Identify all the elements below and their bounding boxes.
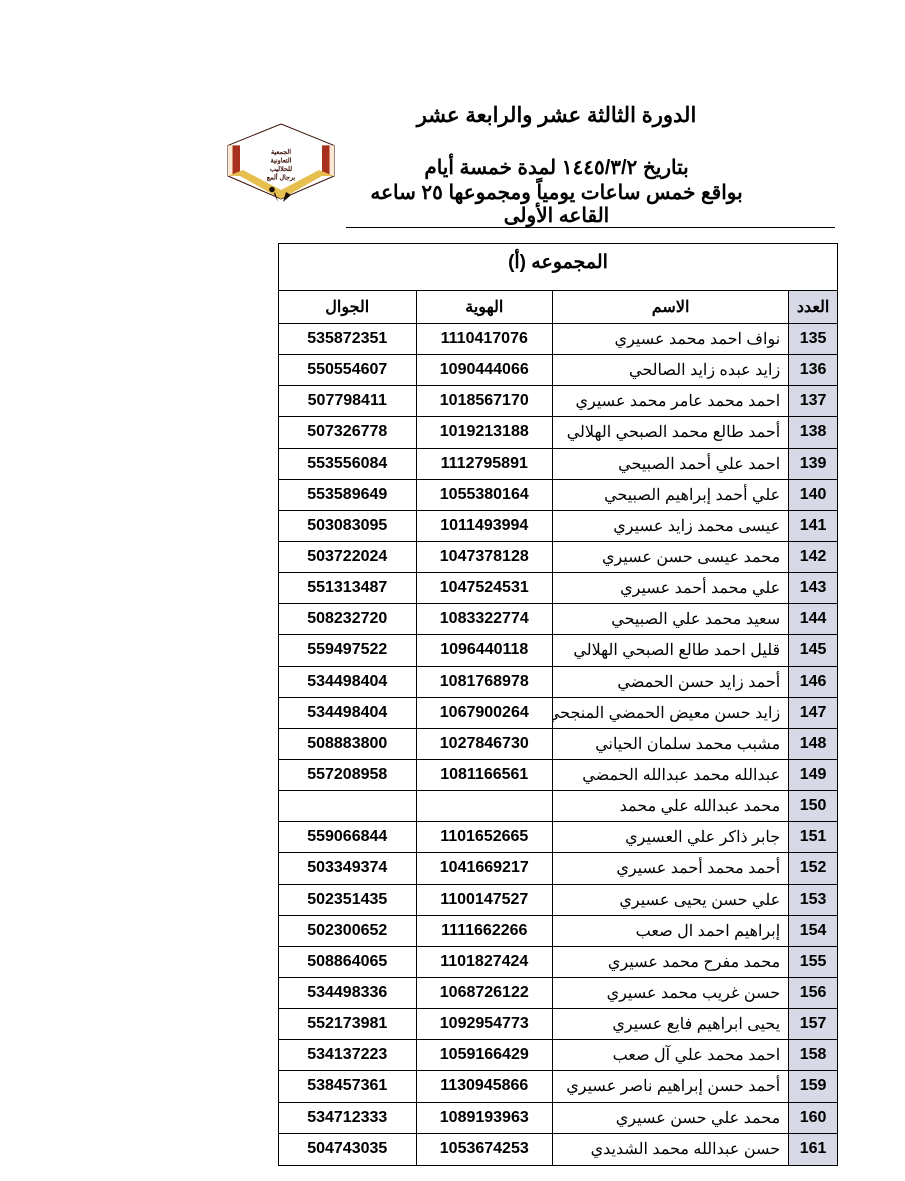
svg-text:للحلاليب: للحلاليب (270, 166, 292, 173)
svg-text:الجمعية: الجمعية (271, 149, 291, 156)
svg-text:برجال ألمع: برجال ألمع (267, 173, 296, 182)
svg-text:التعاونية: التعاونية (271, 158, 292, 165)
